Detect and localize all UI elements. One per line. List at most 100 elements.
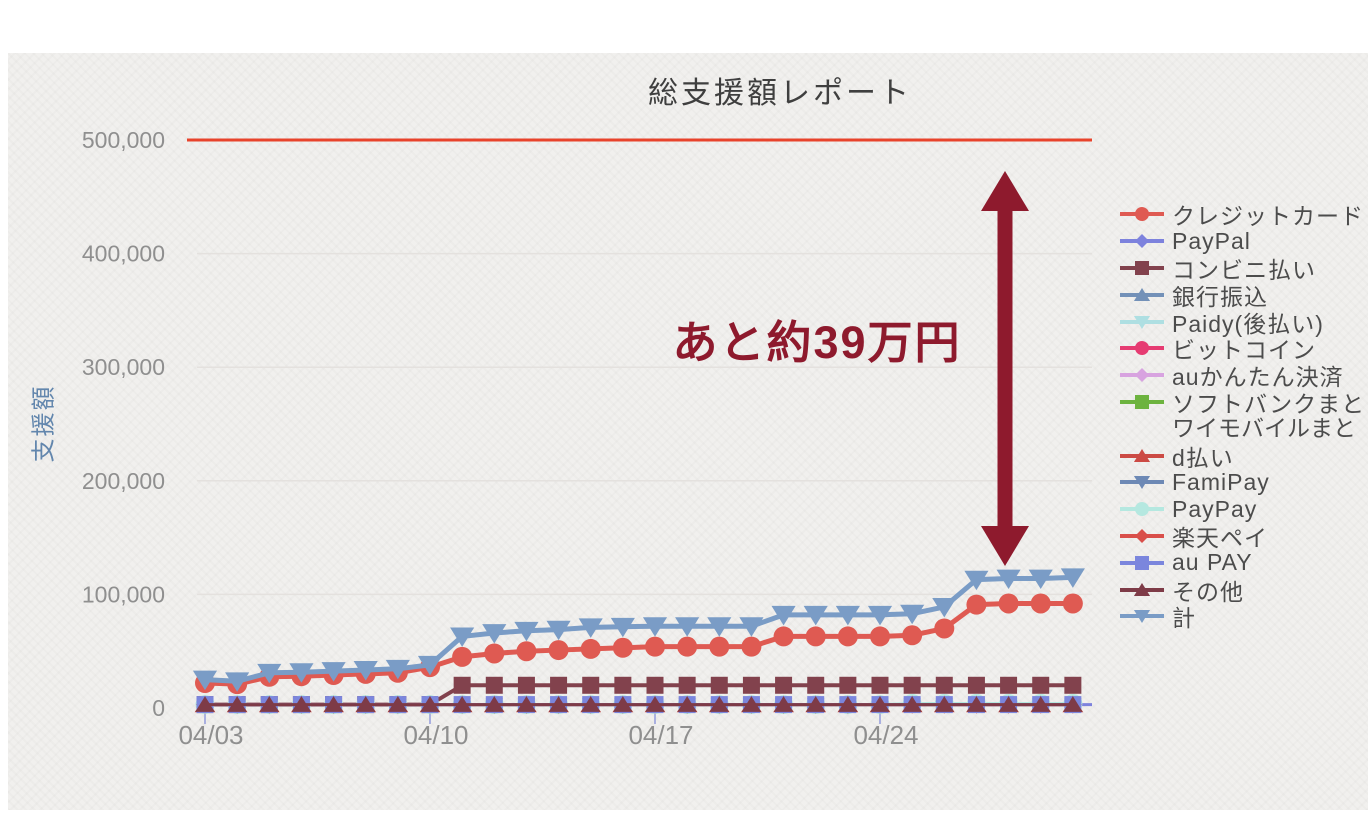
legend-label: Paidy(後払い) (1172, 310, 1324, 337)
legend-item: d払い (1120, 442, 1368, 471)
data-point (323, 696, 344, 712)
data-point (578, 618, 603, 638)
data-point (867, 605, 893, 626)
data-point (646, 676, 664, 694)
data-point (548, 696, 569, 712)
legend-item: ソフトバンクまと (1120, 389, 1368, 417)
data-point (1028, 569, 1053, 589)
data-point (709, 636, 730, 657)
square-marker-icon (1120, 394, 1164, 409)
data-point (675, 617, 700, 637)
data-point (1135, 260, 1149, 275)
data-point (517, 676, 535, 694)
data-point (450, 627, 475, 647)
data-point (805, 626, 826, 647)
legend-item: PayPal (1120, 228, 1368, 255)
legend-label: ビットコイン (1172, 337, 1316, 364)
data-point (1032, 676, 1050, 694)
data-point (355, 696, 376, 712)
data-point (321, 662, 346, 682)
legend-item: 銀行振込 (1120, 281, 1368, 310)
data-point (935, 676, 953, 694)
triangle-up-marker-icon (1120, 448, 1164, 462)
data-point (771, 605, 796, 626)
legend-label: コンビニ払い (1172, 257, 1316, 283)
data-point (1133, 315, 1151, 329)
data-point (871, 676, 889, 694)
data-point (484, 696, 505, 712)
data-point (645, 636, 666, 657)
data-point (614, 676, 632, 694)
data-point (546, 620, 571, 641)
legend-item: auかんたん決済 (1120, 362, 1368, 390)
series-その他 (195, 696, 1083, 712)
data-point (998, 696, 1019, 712)
legend-label: d払い (1172, 444, 1234, 471)
data-point (902, 696, 922, 712)
legend-label: 計 (1172, 605, 1196, 630)
data-point (996, 569, 1021, 589)
circle-marker-icon (1120, 502, 1164, 517)
data-point (484, 643, 505, 664)
data-point (257, 663, 282, 684)
data-point (934, 696, 955, 712)
data-point (870, 626, 891, 647)
data-point (514, 621, 539, 642)
data-point (677, 636, 698, 657)
legend-item: クレジットカード (1120, 201, 1368, 230)
square-marker-icon (1120, 555, 1164, 570)
data-point (353, 661, 378, 681)
data-point (548, 640, 569, 661)
y-tick-label: 500,000 (82, 127, 165, 153)
data-point (645, 696, 665, 712)
legend-label: 楽天ペイ (1172, 524, 1268, 551)
legend-item: その他 (1120, 576, 1368, 605)
data-point (388, 696, 408, 712)
data-point (870, 696, 890, 712)
remaining-amount-annotation: あと約39万円 (672, 317, 962, 368)
data-point (837, 626, 858, 647)
data-point (259, 696, 280, 712)
data-point (1135, 341, 1149, 356)
arrow-shaft (997, 206, 1013, 528)
legend-item: ビットコイン (1120, 335, 1368, 363)
data-point (932, 597, 957, 618)
legend-item: Paidy(後払い) (1120, 308, 1368, 337)
data-point (482, 624, 507, 644)
data-point (1030, 696, 1051, 712)
data-point (835, 605, 860, 626)
data-point (1133, 610, 1151, 624)
data-point (1063, 696, 1083, 712)
data-point (775, 676, 793, 694)
data-point (516, 641, 537, 662)
legend-label: クレジットカード (1172, 203, 1364, 230)
data-point (902, 625, 923, 646)
x-tick-label: 04/03 (178, 720, 243, 750)
data-point (1135, 234, 1149, 249)
legend-item: FamiPay (1120, 469, 1368, 496)
data-point (741, 696, 762, 712)
legend-label: PayPal (1172, 227, 1251, 254)
data-point (550, 676, 568, 694)
data-point (805, 696, 826, 712)
legend-label: 銀行振込 (1172, 283, 1268, 310)
data-point (452, 646, 473, 667)
arrow-head-down (981, 526, 1029, 566)
y-tick-label: 400,000 (82, 241, 165, 267)
chart-title: 総支援額レポート (648, 77, 912, 110)
data-point (838, 696, 858, 712)
diamond-marker-icon (1120, 368, 1164, 383)
legend-label: ソフトバンクまと (1172, 390, 1366, 417)
data-point (967, 676, 985, 694)
data-point (613, 696, 633, 712)
data-point (1135, 368, 1149, 383)
legend-label: au PAY (1172, 549, 1253, 576)
data-point (839, 676, 857, 694)
data-point (807, 676, 825, 694)
x-tick-label: 04/24 (853, 720, 918, 750)
data-point (1135, 502, 1149, 517)
range-arrow (981, 171, 1029, 566)
y-tick-label: 300,000 (82, 354, 165, 380)
data-point (964, 570, 989, 591)
legend-item: コンビニ払い (1120, 255, 1368, 283)
